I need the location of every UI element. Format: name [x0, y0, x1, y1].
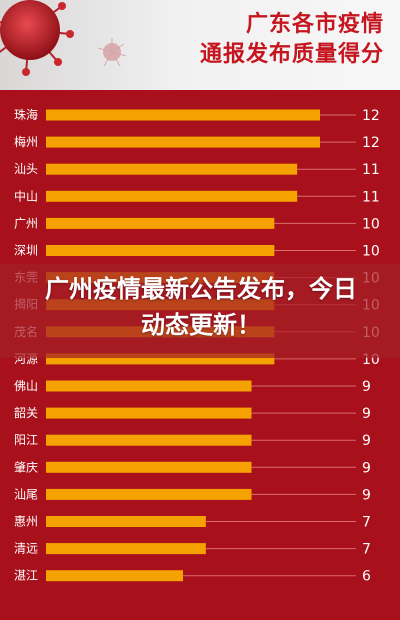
- headline-banner: [0, 264, 400, 358]
- category-label: 汕头: [14, 162, 38, 176]
- category-label: 清远: [14, 542, 38, 556]
- bar: [46, 516, 206, 527]
- bar: [46, 353, 275, 365]
- value-label: 12: [362, 108, 380, 124]
- title-line-1: 广东各市疫情: [245, 12, 384, 37]
- bar: [46, 245, 275, 256]
- value-label: 7: [362, 515, 371, 531]
- value-label: 10: [362, 216, 380, 232]
- bar: [46, 488, 252, 500]
- title-line-2: 通报发布质量得分: [199, 42, 384, 67]
- value-label: 10: [362, 244, 380, 260]
- category-label: 惠州: [14, 515, 38, 529]
- category-label: 珠海: [14, 107, 38, 122]
- bar: [46, 543, 206, 555]
- value-label: 12: [362, 135, 380, 151]
- value-label: 11: [362, 189, 380, 205]
- bar: [46, 407, 252, 419]
- category-label: 韶关: [14, 405, 38, 420]
- value-label: 9: [362, 379, 371, 395]
- value-label: 9: [362, 460, 371, 476]
- value-label: 11: [362, 162, 380, 178]
- bar: [46, 163, 298, 175]
- virus-icon: [0, 0, 127, 76]
- bar: [46, 434, 252, 446]
- bar: [46, 380, 252, 392]
- category-label: 肇庆: [14, 459, 38, 474]
- value-label: 9: [362, 487, 371, 503]
- value-label: 7: [362, 542, 371, 558]
- category-label: 深圳: [14, 244, 38, 258]
- page-title: 广东各市疫情 通报发布质量得分: [200, 10, 384, 70]
- bar: [46, 190, 298, 202]
- value-label: 9: [362, 406, 371, 422]
- chart-header: 广东各市疫情 通报发布质量得分: [0, 0, 400, 90]
- bar: [46, 461, 252, 473]
- headline-text: 广州疫情最新公告发布，今日动态更新！: [45, 275, 357, 339]
- category-label: 阳江: [14, 433, 38, 447]
- bar: [46, 136, 320, 148]
- bar: [46, 109, 320, 121]
- category-label: 梅州: [14, 134, 38, 149]
- bar: [46, 570, 183, 582]
- category-label: 汕尾: [14, 487, 38, 501]
- category-label: 中山: [14, 188, 38, 203]
- category-label: 湛江: [14, 569, 38, 583]
- value-label: 6: [362, 569, 371, 585]
- category-label: 佛山: [14, 379, 38, 393]
- bar: [46, 217, 275, 229]
- value-label: 9: [362, 433, 371, 449]
- category-label: 广州: [14, 216, 38, 230]
